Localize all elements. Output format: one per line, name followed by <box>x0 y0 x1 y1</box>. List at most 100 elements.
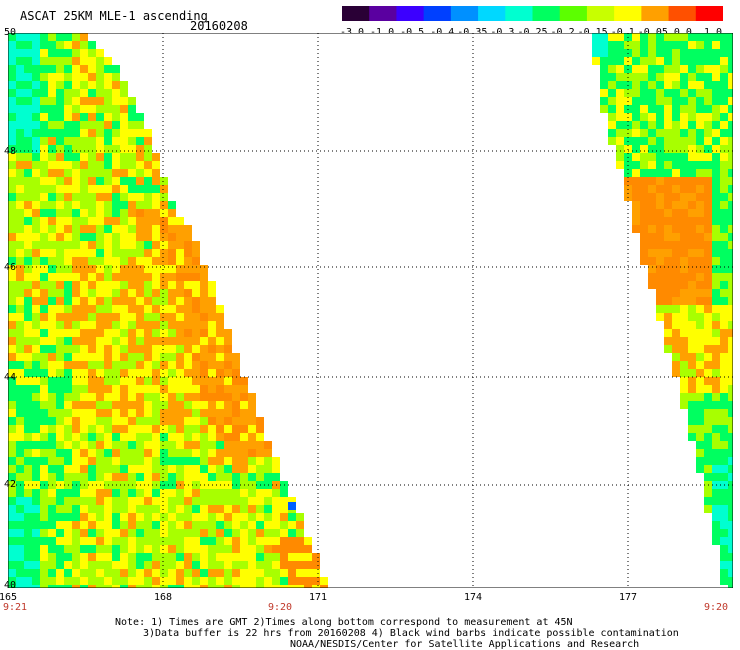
swath-cell-east <box>656 129 664 137</box>
swath-cell-east <box>672 353 680 361</box>
swath-cell-west <box>224 409 232 417</box>
swath-cell-west <box>56 353 64 361</box>
swath-cell-west <box>216 385 224 393</box>
swath-cell-west <box>264 497 272 505</box>
swath-cell-west <box>160 537 168 545</box>
swath-cell-west <box>40 225 48 233</box>
swath-cell-west <box>96 321 104 329</box>
swath-cell-west <box>144 393 152 401</box>
swath-cell-west <box>80 97 88 105</box>
swath-cell-west <box>48 265 56 273</box>
swath-cell-west <box>152 225 160 233</box>
swath-cell-east <box>720 185 728 193</box>
swath-cell-west <box>152 329 160 337</box>
swath-cell-west <box>232 361 240 369</box>
swath-cell-west <box>144 329 152 337</box>
swath-cell-west <box>216 329 224 337</box>
swath-cell-west <box>144 441 152 449</box>
swath-cell-west <box>216 305 224 313</box>
swath-cell-west <box>72 145 80 153</box>
swath-cell-east <box>664 145 672 153</box>
swath-cell-west <box>168 329 176 337</box>
swath-cell-west <box>96 177 104 185</box>
swath-cell-west <box>128 329 136 337</box>
swath-cell-west <box>8 553 16 561</box>
swath-cell-west <box>24 289 32 297</box>
colorbar-swatch <box>369 6 398 21</box>
swath-cell-west <box>24 537 32 545</box>
swath-cell-west <box>120 225 128 233</box>
swath-cell-east <box>704 425 712 433</box>
swath-cell-east <box>688 81 696 89</box>
swath-cell-east <box>688 193 696 201</box>
swath-cell-east <box>720 417 728 425</box>
swath-cell-east <box>656 145 664 153</box>
swath-cell-west <box>32 305 40 313</box>
swath-cell-east <box>720 129 728 137</box>
swath-cell-east <box>720 201 728 209</box>
swath-cell-east <box>680 81 688 89</box>
swath-cell-west <box>80 401 88 409</box>
swath-cell-west <box>48 217 56 225</box>
swath-cell-east <box>696 417 704 425</box>
swath-cell-west <box>32 417 40 425</box>
swath-cell-west <box>288 569 296 577</box>
swath-cell-west <box>32 449 40 457</box>
swath-cell-west <box>128 393 136 401</box>
swath-cell-east <box>664 49 672 57</box>
swath-cell-west <box>128 377 136 385</box>
swath-cell-east <box>696 281 704 289</box>
swath-cell-west <box>96 441 104 449</box>
swath-cell-east <box>640 153 648 161</box>
swath-cell-west <box>24 97 32 105</box>
lat-label-40: 40 <box>4 580 17 591</box>
swath-cell-west <box>192 585 200 588</box>
swath-cell-west <box>120 425 128 433</box>
swath-cell-west <box>48 473 56 481</box>
swath-cell-west <box>96 281 104 289</box>
swath-cell-west <box>32 513 40 521</box>
swath-cell-west <box>120 393 128 401</box>
swath-cell-east <box>672 169 680 177</box>
swath-cell-west <box>120 145 128 153</box>
swath-cell-east <box>720 281 728 289</box>
swath-cell-west <box>112 569 120 577</box>
swath-cell-west <box>200 553 208 561</box>
swath-cell-west <box>176 329 184 337</box>
swath-cell-west <box>152 297 160 305</box>
swath-cell-east <box>616 33 624 41</box>
swath-cell-west <box>104 185 112 193</box>
swath-cell-west <box>240 561 248 569</box>
swath-cell-east <box>688 329 696 337</box>
swath-cell-west <box>112 201 120 209</box>
swath-cell-west <box>112 513 120 521</box>
swath-cell-west <box>8 369 16 377</box>
swath-cell-west <box>88 121 96 129</box>
swath-cell-west <box>48 425 56 433</box>
swath-cell-west <box>176 489 184 497</box>
swath-cell-west <box>224 569 232 577</box>
swath-cell-west <box>96 345 104 353</box>
swath-cell-west <box>208 529 216 537</box>
swath-cell-east <box>712 321 720 329</box>
swath-cell-west <box>80 185 88 193</box>
swath-cell-west <box>176 313 184 321</box>
swath-cell-west <box>136 313 144 321</box>
swath-cell-east <box>704 313 712 321</box>
swath-cell-west <box>152 177 160 185</box>
swath-cell-west <box>272 577 280 585</box>
swath-cell-east <box>704 353 712 361</box>
swath-cell-west <box>88 313 96 321</box>
swath-cell-east <box>688 33 696 41</box>
swath-cell-west <box>48 409 56 417</box>
swath-cell-west <box>168 273 176 281</box>
swath-cell-west <box>88 289 96 297</box>
swath-cell-west <box>40 89 48 97</box>
swath-cell-west <box>64 473 72 481</box>
swath-cell-west <box>56 33 64 41</box>
swath-cell-west <box>232 561 240 569</box>
swath-cell-east <box>608 121 616 129</box>
swath-cell-west <box>160 249 168 257</box>
swath-cell-east <box>696 33 704 41</box>
swath-cell-west <box>88 577 96 585</box>
